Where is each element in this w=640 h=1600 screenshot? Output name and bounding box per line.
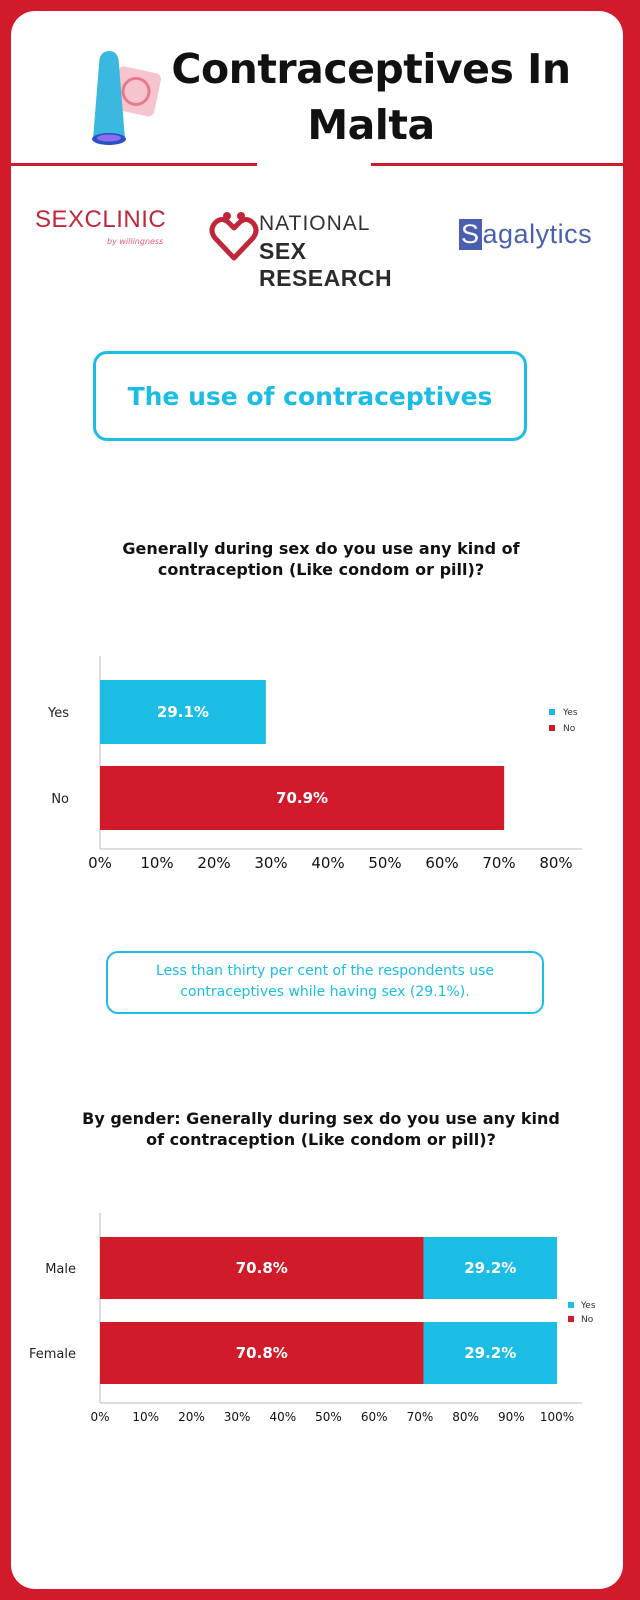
national-sex-research-logo: NATIONAL SEX RESEARCH	[209, 208, 439, 291]
chart2-bar-label: 70.8%	[236, 1259, 288, 1277]
chart1-bar-no	[100, 766, 505, 830]
condom-icon	[92, 51, 162, 145]
sagalytics-logo-rest: agalytics	[482, 219, 593, 249]
chart1-category-label: Yes	[47, 706, 69, 721]
sexclinic-logo-part2: CLINIC	[84, 206, 167, 233]
sagalytics-logo-initial: S	[459, 219, 482, 250]
chart1-tick-label: 30%	[254, 854, 287, 872]
chart2-bar-label: 29.2%	[464, 1259, 516, 1277]
chart2-tick-label: 30%	[224, 1410, 251, 1424]
heart-logo-icon	[209, 212, 259, 261]
chart1-tick-label: 40%	[311, 854, 344, 872]
chart1-bar-chart: 29.1% Yes 70.9% No 0% 10% 20% 30% 40% 50% 60% 70% 80…	[47, 656, 582, 872]
chart1-tick-label: 0%	[88, 854, 112, 872]
chart2-legend-swatch	[568, 1302, 574, 1308]
sexclinic-logo-sub: by willingness	[107, 237, 164, 246]
chart1-tick-label: 60%	[425, 854, 458, 872]
infographic-card: Contraceptives In Malta SEXCLINIC by wil…	[11, 11, 623, 1589]
chart2-legend-label: No	[581, 1315, 594, 1325]
chart2-tick-label: 50%	[315, 1410, 342, 1424]
chart2-category-label: Female	[29, 1347, 76, 1362]
chart1-bar-yes	[100, 680, 266, 744]
chart1-tick-label: 80%	[539, 854, 572, 872]
chart2-tick-label: 40%	[269, 1410, 296, 1424]
chart2-bar-label: 29.2%	[464, 1344, 516, 1362]
chart1-legend-label: No	[563, 724, 576, 734]
chart2-bar-label: 70.8%	[236, 1344, 288, 1362]
chart1-legend-label: Yes	[562, 708, 578, 718]
chart2-tick-label: 70%	[407, 1410, 434, 1424]
chart1-tick-label: 70%	[482, 854, 515, 872]
chart1-title: Generally during sex do you use any kind…	[122, 539, 520, 579]
chart2-stacked-bar-chart: 70.8% 29.2% Male 70.8% 29.2% Female 0% 10% 20% 30…	[29, 1213, 596, 1424]
chart2-bar-female-no	[100, 1322, 424, 1384]
chart1-tick-label: 50%	[368, 854, 401, 872]
chart1-tick-label: 20%	[197, 854, 230, 872]
header-divider-right	[371, 163, 623, 166]
chart1-tick-label: 10%	[140, 854, 173, 872]
chart1-bar-label: 70.9%	[276, 789, 328, 807]
chart2-bar-male-yes	[423, 1237, 557, 1299]
chart2-tick-label: 100%	[540, 1410, 574, 1424]
page-title: Contraceptives In Malta	[171, 45, 571, 149]
chart2-bar-male-no	[100, 1237, 424, 1299]
chart1-legend-swatch	[549, 725, 555, 731]
summary-note-text: Less than thirty per cent of the respond…	[156, 963, 494, 1000]
section-heading-box: The use of contraceptives	[93, 351, 527, 441]
chart2-tick-label: 20%	[178, 1410, 205, 1424]
section-heading: The use of contraceptives	[127, 381, 493, 411]
nsr-logo-line2: SEX RESEARCH	[259, 238, 393, 291]
chart1-category-label: No	[51, 792, 69, 807]
chart1-bar-label: 29.1%	[157, 703, 209, 721]
chart2-tick-label: 90%	[498, 1410, 525, 1424]
chart2-tick-label: 60%	[361, 1410, 388, 1424]
sexclinic-logo: SEXCLINIC by willingness	[35, 206, 195, 266]
chart2-tick-label: 10%	[132, 1410, 159, 1424]
chart2-title: By gender: Generally during sex do you u…	[82, 1109, 560, 1149]
chart2-bar-female-yes	[423, 1322, 557, 1384]
sexclinic-logo-part1: SEX	[35, 206, 85, 233]
chart2-tick-label: 80%	[452, 1410, 479, 1424]
header-divider-left	[11, 163, 257, 166]
chart2-legend-label: Yes	[580, 1301, 596, 1311]
summary-note: Less than thirty per cent of the respond…	[106, 951, 544, 1014]
chart2-tick-label: 0%	[90, 1410, 109, 1424]
chart2-category-label: Male	[45, 1262, 76, 1277]
chart2-legend-swatch	[568, 1316, 574, 1322]
nsr-logo-line1: NATIONAL	[259, 212, 371, 235]
chart1-legend-swatch	[549, 709, 555, 715]
